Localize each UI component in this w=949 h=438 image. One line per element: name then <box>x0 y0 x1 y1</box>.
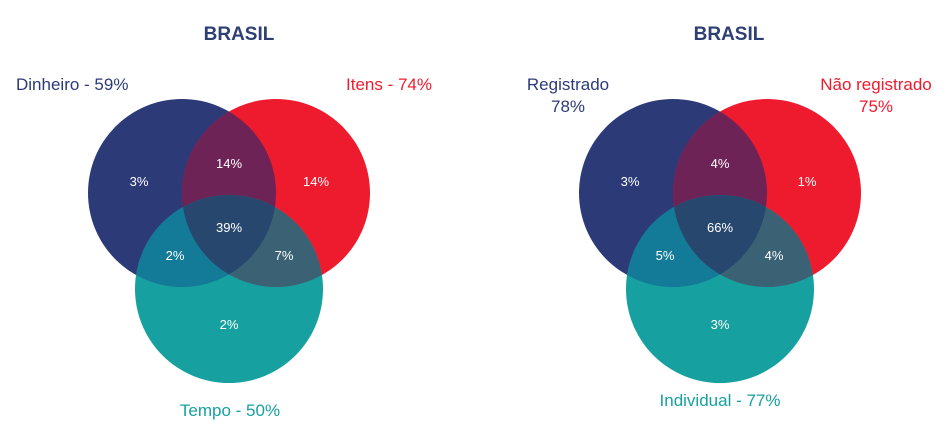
set-label-itens: Itens - 74% <box>346 75 432 94</box>
region-registrado-individual <box>626 195 767 287</box>
value-tempo-only: 2% <box>220 317 239 332</box>
set-label-individual: Individual - 77% <box>660 391 781 410</box>
venn-right-title: BRASIL <box>694 24 765 45</box>
value-all-three: 39% <box>216 220 242 235</box>
value-nao-registrado-only: 1% <box>798 174 817 189</box>
venn-left: BRASIL Dinheiro - 59% Itens - 74% Tempo … <box>16 24 432 420</box>
region-dinheiro-tempo <box>135 195 276 287</box>
set-label-nao-registrado: Não registrado <box>820 75 932 94</box>
set-label-registrado-pct: 78% <box>551 97 585 116</box>
value-dinheiro-tempo: 2% <box>166 248 185 263</box>
set-label-tempo: Tempo - 50% <box>180 401 280 420</box>
set-label-registrado: Registrado <box>527 75 609 94</box>
venn-left-title: BRASIL <box>204 24 275 45</box>
set-label-dinheiro: Dinheiro - 59% <box>16 75 128 94</box>
value-registrado-only: 3% <box>621 174 640 189</box>
region-nao-registrado-individual <box>673 195 814 287</box>
value-all-three-right: 66% <box>707 220 733 235</box>
value-registrado-individual: 5% <box>656 248 675 263</box>
value-nao-registrado-individual: 4% <box>765 248 784 263</box>
value-registrado-nao-registrado: 4% <box>711 156 730 171</box>
region-itens-tempo <box>182 195 323 287</box>
venn-right: BRASIL Registrado 78% Não registrado 75%… <box>527 24 932 410</box>
value-itens-only: 14% <box>303 174 329 189</box>
value-dinheiro-itens: 14% <box>216 156 242 171</box>
set-label-nao-registrado-pct: 75% <box>859 97 893 116</box>
value-individual-only: 3% <box>711 317 730 332</box>
value-dinheiro-only: 3% <box>130 174 149 189</box>
value-itens-tempo: 7% <box>275 248 294 263</box>
